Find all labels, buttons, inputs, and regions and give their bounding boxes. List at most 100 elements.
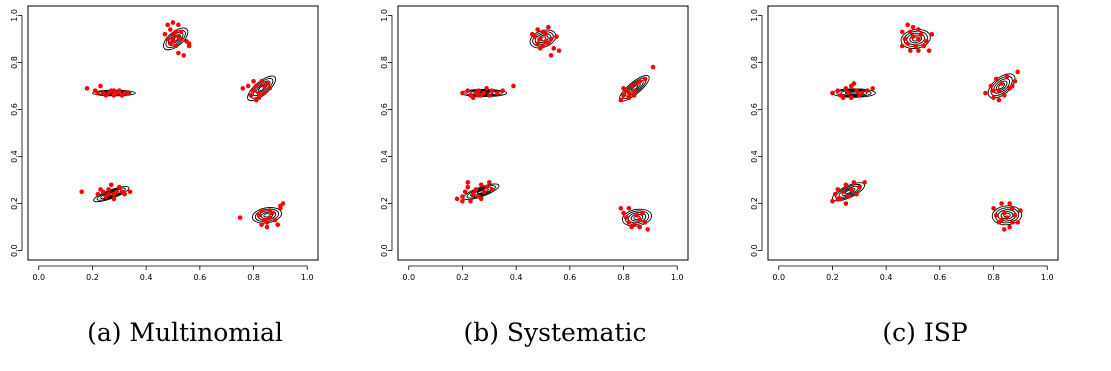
data-point <box>983 90 988 96</box>
data-point <box>178 29 184 35</box>
data-point <box>103 93 109 98</box>
contour-ellipse <box>836 89 872 97</box>
data-point <box>489 88 495 93</box>
data-point <box>495 90 500 96</box>
data-point <box>170 31 176 37</box>
data-point <box>253 97 259 103</box>
y-tick-label: 0.2 <box>380 197 389 210</box>
data-point <box>460 194 465 199</box>
plot-frame <box>397 5 689 261</box>
y-tick-label: 0.8 <box>380 56 389 69</box>
data-point <box>264 224 270 230</box>
contour-ellipse <box>840 90 868 97</box>
data-point <box>259 222 264 228</box>
data-point <box>993 213 999 218</box>
plot-frame <box>27 5 319 261</box>
data-point <box>261 90 267 96</box>
x-tick-label: 0.4 <box>880 273 893 282</box>
x-tick-label: 0.4 <box>510 273 523 282</box>
y-tick-label: 0.8 <box>750 56 759 69</box>
data-point <box>1018 208 1023 213</box>
x-tick-label: 0.4 <box>140 273 153 282</box>
data-point <box>835 196 841 202</box>
panel-isp: 0.0 0.2 0.4 0.6 0.8 1.0 0.0 0.2 0.4 0.6 0.8 1.0 (c)… <box>740 0 1110 371</box>
data-point <box>240 86 246 91</box>
data-point <box>176 50 181 56</box>
data-point <box>621 93 626 98</box>
data-point <box>280 201 286 206</box>
data-point <box>918 31 924 37</box>
data-point <box>899 29 905 35</box>
data-point <box>251 78 256 84</box>
contour-ellipse <box>627 212 647 224</box>
y-tick-label: 0.4 <box>380 150 389 163</box>
data-point <box>173 43 178 49</box>
data-point <box>98 83 103 89</box>
data-point <box>116 184 122 190</box>
caption-systematic: (b) Systematic <box>463 318 647 347</box>
data-point <box>631 88 637 93</box>
y-tick-label: 0.4 <box>750 150 759 163</box>
x-tick-label: 0.6 <box>193 273 206 282</box>
data-point <box>865 88 870 93</box>
y-tick-label: 1.0 <box>750 9 759 22</box>
data-point <box>924 38 929 44</box>
data-point <box>548 53 554 58</box>
data-point <box>637 78 642 84</box>
caption-isp: (c) ISP <box>882 318 968 347</box>
data-point <box>999 201 1004 206</box>
data-point <box>921 43 927 49</box>
data-point <box>165 22 170 28</box>
data-point <box>637 224 642 230</box>
data-point <box>626 220 632 225</box>
data-point <box>899 43 905 49</box>
y-tick-label: 0.0 <box>10 244 19 257</box>
data-point <box>462 189 468 195</box>
data-point <box>546 24 551 30</box>
data-point <box>1007 201 1012 206</box>
data-point <box>832 191 838 197</box>
data-point <box>835 88 841 93</box>
data-point <box>626 205 632 211</box>
x-tick-label: 0.2 <box>86 273 99 282</box>
data-point <box>634 213 640 218</box>
x-tick-label: 0.0 <box>772 273 785 282</box>
data-point <box>996 97 1002 103</box>
data-point <box>127 189 133 195</box>
x-tick-label: 0.2 <box>826 273 839 282</box>
data-point <box>168 41 173 46</box>
data-point <box>267 86 272 91</box>
data-point <box>484 86 489 91</box>
data-point <box>535 41 540 46</box>
data-point <box>95 191 101 197</box>
data-point <box>631 222 637 228</box>
contour-ellipse <box>991 205 1023 226</box>
data-point <box>106 187 111 192</box>
data-point <box>98 187 103 192</box>
data-point <box>835 187 841 192</box>
data-point <box>830 90 835 96</box>
data-point <box>256 213 262 218</box>
data-point <box>259 208 264 213</box>
data-point <box>859 90 865 96</box>
data-point <box>908 48 913 53</box>
data-point <box>929 31 935 37</box>
data-point <box>267 215 272 220</box>
data-point <box>476 93 481 98</box>
data-point <box>991 88 996 93</box>
x-tick-label: 1.0 <box>671 273 684 282</box>
x-tick-label: 0.0 <box>402 273 415 282</box>
data-point <box>460 90 465 96</box>
data-point <box>546 41 551 46</box>
caption-multinomial: (a) Multinomial <box>87 318 283 347</box>
data-point <box>538 46 543 51</box>
data-point <box>511 83 516 89</box>
data-point <box>237 215 243 220</box>
data-point <box>1010 220 1015 225</box>
data-point <box>637 217 642 223</box>
data-point <box>642 220 648 225</box>
data-point <box>999 217 1004 223</box>
data-point <box>626 95 632 101</box>
y-tick-label: 1.0 <box>10 9 19 22</box>
data-point <box>830 198 835 204</box>
